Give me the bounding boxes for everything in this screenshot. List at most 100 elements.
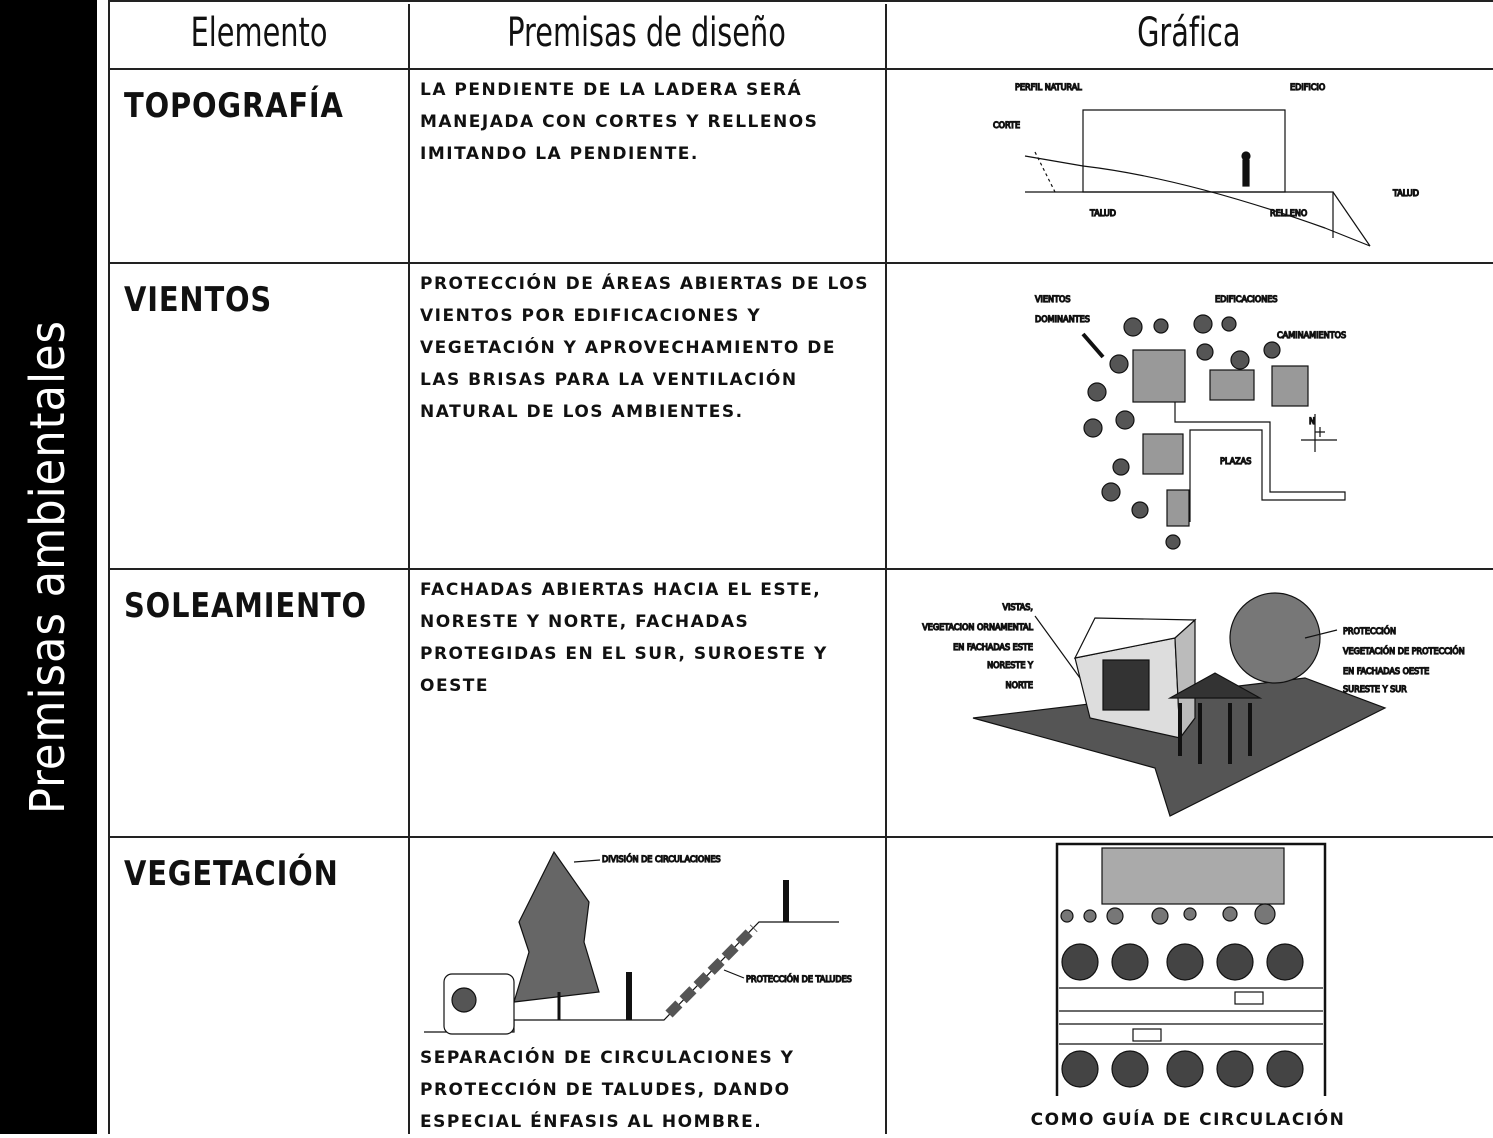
sketch-label: PROTECCIÓN DE TALUDES — [746, 973, 852, 985]
sketch-shape — [1061, 1050, 1099, 1088]
sketch-shape — [513, 850, 600, 1003]
graphic-cell: VIENTOS DOMINANTES EDIFICACIONES CAMINAM… — [885, 262, 1493, 570]
element-name: VIENTOS — [124, 280, 273, 320]
sketch-shape — [1087, 382, 1107, 402]
header-text: Elemento — [190, 10, 328, 56]
graphic-cell: VISTAS, VEGETACION ORNAMENTAL EN FACHADA… — [885, 568, 1493, 838]
element-cell: SOLEAMIENTO — [110, 568, 410, 838]
sketch-shape — [1132, 1028, 1162, 1042]
sketch-shape — [1216, 943, 1254, 981]
sketch-shape — [1061, 943, 1304, 1088]
graphic-caption: COMO GUÍA DE CIRCULACIÓN — [1030, 1110, 1346, 1130]
sketch-shape — [1242, 159, 1250, 187]
sketch-label: TALUD — [1089, 209, 1116, 219]
sketch-shape — [1183, 907, 1197, 921]
header-text: Gráfica — [1137, 10, 1241, 56]
sketch-shape — [1221, 316, 1237, 332]
sketch-shape — [1083, 418, 1103, 438]
sketch-label: EDIFICIO — [1290, 83, 1325, 93]
sun-sketch: VISTAS, VEGETACION ORNAMENTAL EN FACHADA… — [922, 592, 1465, 817]
sketch-shape — [1332, 191, 1371, 247]
sketch-shape — [1111, 1050, 1149, 1088]
sketch-shape — [1254, 903, 1276, 925]
premise-cell: PROTECCIÓN DE ÁREAS ABIERTAS DE LOS VIEN… — [408, 262, 887, 570]
sketch-label: VIENTOS — [1035, 295, 1071, 305]
side-label: Premisas ambientales — [20, 319, 76, 815]
sketch-label: EDIFICACIONES — [1215, 295, 1278, 305]
sketch-shape — [1123, 317, 1143, 337]
sketch-shape — [1216, 1050, 1254, 1088]
sketch-shape — [1241, 151, 1251, 161]
premise-cell: LA PENDIENTE DE LA LADERA SERÁ MANEJADA … — [408, 68, 887, 264]
sketch-shape — [1222, 906, 1238, 922]
premise-text: FACHADAS ABIERTAS HACIA EL ESTE, NORESTE… — [420, 580, 828, 696]
sketch-shape — [1060, 903, 1276, 925]
sketch-shape — [1132, 349, 1186, 403]
sketch-shape — [1234, 991, 1264, 1005]
sketch-shape — [1112, 458, 1130, 476]
sketch-shape — [1304, 629, 1338, 639]
sketch-label: SURESTE Y SUR — [1343, 685, 1407, 695]
sketch-shape — [1061, 943, 1099, 981]
sketch-label: N — [1309, 417, 1315, 427]
sketch-shape — [1266, 1050, 1304, 1088]
sketch-label: RELLENO — [1270, 209, 1307, 219]
sketch-shape — [1166, 1050, 1204, 1088]
graphic-cell: PERFIL NATURAL EDIFICIO CORTE TALUD RELL… — [885, 68, 1493, 264]
sketch-shape — [1151, 907, 1169, 925]
sketch-label: VEGETACION ORNAMENTAL — [922, 623, 1033, 633]
sketch-label: VISTAS, — [1002, 603, 1033, 613]
sketch-shape — [1166, 489, 1190, 527]
sketch-shape — [1165, 534, 1181, 550]
sketch-shape — [1209, 369, 1255, 401]
element-name: SOLEAMIENTO — [124, 586, 367, 626]
sketch-label: EN FACHADAS OESTE — [1343, 667, 1429, 677]
sketch-shape — [1081, 332, 1105, 359]
premise-cell: FACHADAS ABIERTAS HACIA EL ESTE, NORESTE… — [408, 568, 887, 838]
premise-text: SEPARACIÓN DE CIRCULACIONES Y PROTECCIÓN… — [420, 1048, 795, 1132]
sketch-shape — [1109, 354, 1129, 374]
sketch-shape — [1174, 402, 1346, 522]
wind-sketch: VIENTOS DOMINANTES EDIFICACIONES CAMINAM… — [1034, 294, 1347, 550]
sketch-shape — [1034, 151, 1056, 193]
sketch-shape — [1131, 501, 1149, 519]
side-bar: Premisas ambientales — [0, 0, 97, 1134]
sketch-label: DOMINANTES — [1035, 315, 1090, 325]
header-cell: Gráfica — [885, 4, 1493, 70]
premise-text: PROTECCIÓN DE ÁREAS ABIERTAS DE LOS VIEN… — [420, 274, 869, 422]
sketch-label: VEGETACIÓN DE PROTECCIÓN — [1343, 645, 1465, 657]
sketch-shape — [665, 924, 758, 1018]
sketch-shape — [1082, 109, 1286, 193]
sketch-shape — [1024, 155, 1371, 247]
sketch-shape: VISTAS, VEGETACION ORNAMENTAL EN FACHADA… — [922, 602, 1034, 691]
vegetation-sketch: DIVISIÓN DE CIRCULACIONES PROTECCIÓN DE … — [424, 850, 852, 1035]
sketch-shape — [1263, 341, 1281, 359]
sketch-label: DIVISIÓN DE CIRCULACIONES — [602, 853, 721, 865]
sketch-shape — [1142, 433, 1184, 475]
sketch-label: CORTE — [993, 121, 1020, 131]
element-cell: VEGETACIÓN — [110, 836, 410, 1134]
sketch-shape — [1106, 907, 1124, 925]
side-strip — [97, 0, 110, 1134]
sketch-shape — [1111, 943, 1149, 981]
sketch-label: TALUD — [1392, 189, 1419, 199]
sketch-label: NORESTE Y — [987, 661, 1033, 671]
sketch-shape — [1166, 943, 1204, 981]
sketch-shape — [1101, 482, 1121, 502]
sketch-shape — [1178, 703, 1252, 764]
sketch-shape — [1271, 365, 1309, 407]
header-cell: Elemento — [110, 4, 410, 70]
sketch-shape — [1229, 592, 1321, 684]
sketch-shape — [1083, 909, 1097, 923]
sketch-shape — [1034, 615, 1081, 679]
sketch-shape — [626, 880, 789, 1020]
circulation-sketch — [1055, 842, 1327, 1096]
element-name: VEGETACIÓN — [124, 854, 339, 894]
sketch-shape — [1196, 343, 1214, 361]
premise-cell: DIVISIÓN DE CIRCULACIONES PROTECCIÓN DE … — [408, 836, 887, 1134]
sketch-label: PLAZAS — [1220, 457, 1251, 467]
sketch-shape — [1102, 659, 1150, 711]
sketch-label: CAMINAMIENTOS — [1277, 331, 1346, 341]
element-cell: TOPOGRAFÍA — [110, 68, 410, 264]
